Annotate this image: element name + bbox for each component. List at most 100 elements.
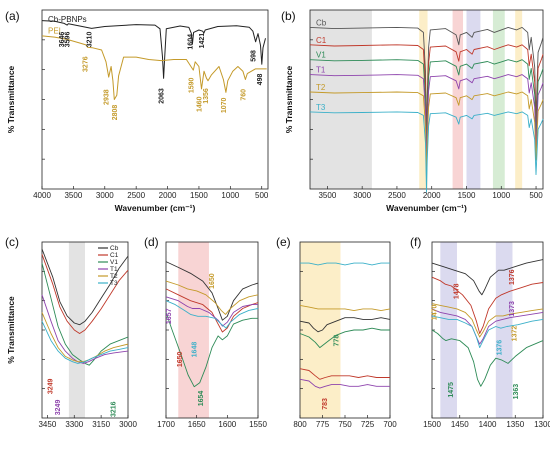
plot-frame: [41, 9, 269, 190]
peak-annotation: 1376: [496, 340, 503, 356]
y-axis-title: % Transmittance: [6, 65, 16, 133]
peak-annotation: 760: [240, 89, 247, 101]
peak-annotation: 3249: [55, 400, 62, 416]
peak-annotation: 1421: [199, 33, 206, 49]
x-tick-label: 3000: [353, 191, 371, 200]
highlight-band: [440, 242, 457, 418]
highlight-band: [300, 242, 341, 418]
series-label: Cb-PBNPs: [48, 15, 87, 24]
peak-annotation: 783: [322, 398, 329, 410]
series-label: PEI: [48, 27, 61, 36]
panel-letter: (d): [144, 235, 159, 249]
peak-annotation: 1376: [509, 269, 516, 285]
highlight-band: [495, 242, 513, 418]
legend-label: T2: [110, 273, 118, 280]
peak-annotation: 1475: [448, 382, 455, 398]
panel-letter: (a): [5, 9, 20, 23]
peak-annotation: 3646: [59, 32, 66, 48]
series-line: [300, 262, 390, 266]
highlight-band: [515, 10, 523, 189]
peak-annotation: 1650: [177, 351, 184, 367]
peak-annotation: 1460: [196, 96, 203, 112]
series-line: [299, 317, 391, 333]
x-axis-title: Wavenumber (cm⁻¹): [386, 203, 467, 213]
x-tick-label: 1550: [249, 420, 267, 429]
series-label: C1: [316, 36, 327, 45]
legend-label: V1: [110, 259, 118, 266]
peak-annotation: 1604: [187, 34, 194, 50]
series-line: [165, 280, 259, 315]
x-tick-label: 3500: [318, 191, 336, 200]
series-line: [431, 276, 544, 334]
series-label: T2: [316, 83, 326, 92]
peak-annotation: 3249: [48, 378, 55, 394]
x-tick-label: 3000: [96, 191, 114, 200]
panel-d: 1700 1650 1600 1550 (d) 1657 1650 1648 1650 1654: [144, 235, 267, 429]
x-tick-label: 775: [316, 420, 330, 429]
x-axis-title: Wavenumber (cm⁻¹): [115, 203, 196, 213]
x-tick-label: 1350: [506, 420, 524, 429]
peak-annotation: 3596: [65, 32, 72, 48]
x-tick-label: 1300: [534, 420, 550, 429]
series-line: [165, 261, 259, 321]
x-tick-label: 3450: [38, 420, 56, 429]
x-tick-label: 2000: [423, 191, 441, 200]
panel-f: 1500 1450 1400 1350 1300 (f) 1478 1376 1373 1470 1…: [410, 235, 550, 429]
y-axis-title: % Transmittance: [6, 296, 16, 364]
series-label: T1: [316, 66, 326, 75]
series-line: [309, 44, 544, 153]
series-line: [165, 312, 258, 388]
x-tick-label: 1450: [451, 420, 469, 429]
x-tick-label: 1500: [423, 420, 441, 429]
series-line: [309, 91, 544, 180]
series-line: [299, 304, 391, 312]
series-line: [299, 327, 390, 349]
x-tick-label: 1650: [188, 420, 206, 429]
x-tick-label: 1700: [157, 420, 175, 429]
x-tick-label: 500: [529, 191, 543, 200]
highlight-band: [466, 10, 481, 189]
legend-label: T1: [110, 266, 118, 273]
peak-annotation: 3276: [82, 56, 89, 72]
peak-annotation: 1650: [209, 273, 216, 289]
x-tick-label: 1000: [492, 191, 510, 200]
series-line: [165, 300, 259, 329]
peak-annotation: 1590: [188, 77, 195, 93]
series-line: [431, 259, 544, 296]
series-line: [41, 248, 129, 326]
series-label: V1: [316, 51, 326, 60]
x-tick-label: 1600: [218, 420, 236, 429]
panel-a: 4000 3500 3000 2500 2000 1500 1000 500 (a) Wavenu…: [5, 9, 269, 213]
panel-b: 3500 3000 2500 2000 1500 1000 500 (b) Wavenumber…: [281, 9, 544, 213]
peak-annotation: 778: [334, 335, 341, 347]
panel-letter: (f): [410, 235, 421, 249]
series-line: [41, 312, 129, 363]
peak-annotation: 1372: [511, 326, 518, 342]
series-line: [309, 26, 544, 143]
series-line: [41, 35, 267, 100]
x-tick-label: 500: [255, 191, 269, 200]
x-tick-label: 4000: [33, 191, 51, 200]
x-tick-label: 3300: [65, 420, 83, 429]
x-tick-label: 725: [361, 420, 375, 429]
peak-annotation: 1478: [454, 283, 461, 299]
peak-annotation: 3216: [110, 401, 117, 417]
x-tick-label: 2500: [127, 191, 145, 200]
series-line: [165, 288, 259, 333]
peak-annotation: 2063: [159, 88, 166, 104]
panel-letter: (b): [281, 9, 296, 23]
x-tick-label: 1500: [190, 191, 208, 200]
peak-annotation: 1363: [513, 384, 520, 400]
series-line: [41, 20, 266, 79]
peak-annotation: 1648: [192, 342, 199, 358]
series-line: [299, 378, 390, 389]
series-line: [431, 303, 544, 338]
highlight-band: [452, 10, 464, 189]
series-line: [431, 329, 544, 387]
peak-annotation: 2938: [104, 89, 111, 105]
x-tick-label: 1000: [221, 191, 239, 200]
x-tick-label: 2500: [388, 191, 406, 200]
series-line: [309, 59, 544, 161]
panel-c: 3450 3300 3150 3000(c)% Transmittance324932…: [5, 235, 137, 429]
